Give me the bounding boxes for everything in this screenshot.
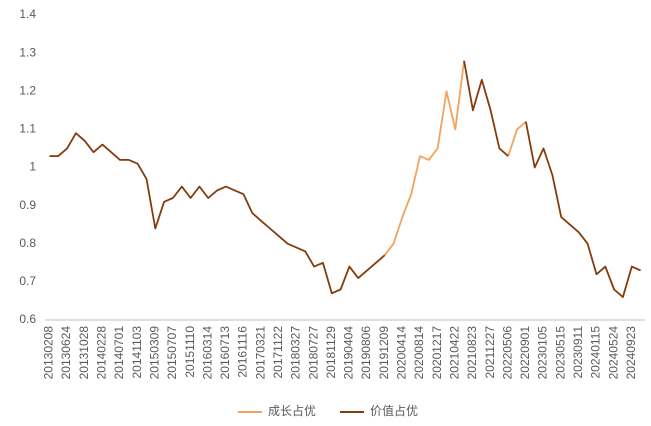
- y-tick-label: 1.1: [19, 122, 36, 136]
- x-tick-label: 20150707: [165, 326, 179, 380]
- x-tick-label: 20160314: [200, 326, 214, 380]
- x-tick-label: 20140228: [95, 326, 109, 380]
- y-tick-label: 0.8: [19, 236, 36, 250]
- x-tick-label: 20240524: [606, 326, 620, 380]
- x-tick-label: 20180727: [306, 326, 320, 380]
- x-tick-label: 20240923: [624, 326, 638, 380]
- x-tick-label: 20191209: [377, 326, 391, 380]
- y-tick-label: 0.9: [19, 198, 36, 212]
- x-tick-label: 20201217: [430, 326, 444, 380]
- x-tick-label: 20211227: [483, 326, 497, 379]
- data-line: [49, 60, 641, 298]
- x-tick-label: 20240115: [589, 326, 603, 379]
- x-tick-label: 20190806: [359, 326, 373, 380]
- x-tick-label: 20140701: [112, 326, 126, 380]
- x-tick-label: 20230911: [571, 326, 585, 379]
- x-tick-label: 20210422: [447, 326, 461, 380]
- x-tick-label: 20220901: [518, 326, 532, 380]
- x-tick-label: 20181129: [324, 326, 338, 379]
- data-line: [383, 60, 527, 256]
- x-tick-label: 20160713: [218, 326, 232, 380]
- y-tick-label: 1.2: [19, 83, 36, 97]
- x-tick-label: 20131028: [77, 326, 91, 380]
- x-tick-label: 20141103: [130, 326, 144, 379]
- x-tick-label: 20220506: [500, 326, 514, 380]
- y-tick-label: 1.3: [19, 45, 36, 59]
- x-tick-label: 20230515: [553, 326, 567, 380]
- x-tick-label: 20150309: [147, 326, 161, 380]
- x-tick-label: 20210823: [465, 326, 479, 380]
- x-tick-label: 20190404: [342, 326, 356, 380]
- x-tick-label: 20230105: [536, 326, 550, 380]
- x-tick-label: 20170321: [253, 326, 267, 380]
- x-tick-label: 20200814: [412, 326, 426, 380]
- y-tick-label: 1.4: [19, 7, 36, 21]
- x-tick-label: 20161116: [236, 326, 250, 378]
- x-tick-label: 20130624: [59, 326, 73, 380]
- x-tick-label: 20130208: [42, 326, 56, 380]
- x-tick-label: 20151110: [183, 326, 197, 378]
- x-tick-label: 20200414: [395, 326, 409, 380]
- x-tick-label: 20180327: [289, 326, 303, 380]
- y-tick-label: 0.6: [19, 312, 36, 326]
- y-tick-label: 0.7: [19, 274, 36, 288]
- legend-label: 成长占优: [268, 403, 316, 418]
- legend-label: 价值占优: [370, 403, 418, 418]
- x-tick-label: 20171122: [271, 326, 285, 379]
- y-tick-label: 1: [29, 160, 36, 174]
